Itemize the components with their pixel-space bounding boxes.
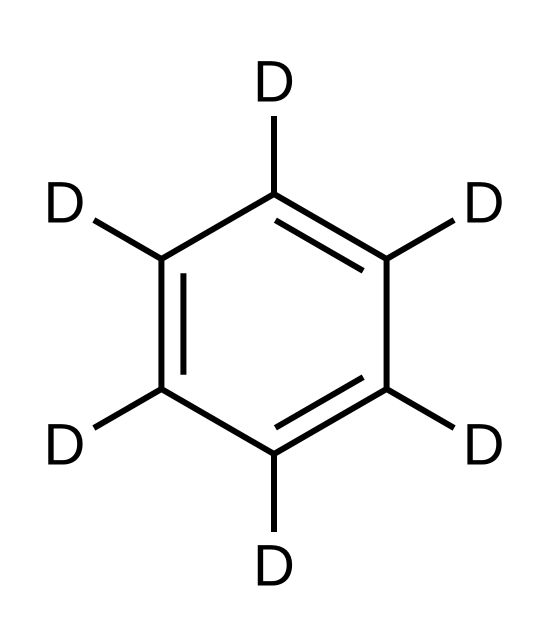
substituent-bond bbox=[387, 220, 455, 259]
substituent-bond bbox=[94, 389, 162, 428]
atom-label-d: D bbox=[463, 171, 505, 236]
atom-label-d: D bbox=[253, 534, 295, 599]
ring-bond bbox=[161, 194, 274, 259]
atom-label-d: D bbox=[43, 171, 85, 236]
ring-double-bond bbox=[275, 377, 363, 428]
ring-double-bond bbox=[275, 220, 363, 271]
atom-label-d: D bbox=[463, 413, 505, 478]
atom-label-d: D bbox=[253, 50, 295, 115]
substituent-bond bbox=[387, 389, 455, 428]
atom-label-d: D bbox=[43, 413, 85, 478]
molecule-diagram: D D D D D D bbox=[0, 0, 548, 640]
substituent-bond bbox=[94, 220, 162, 259]
ring-bond bbox=[161, 389, 274, 454]
